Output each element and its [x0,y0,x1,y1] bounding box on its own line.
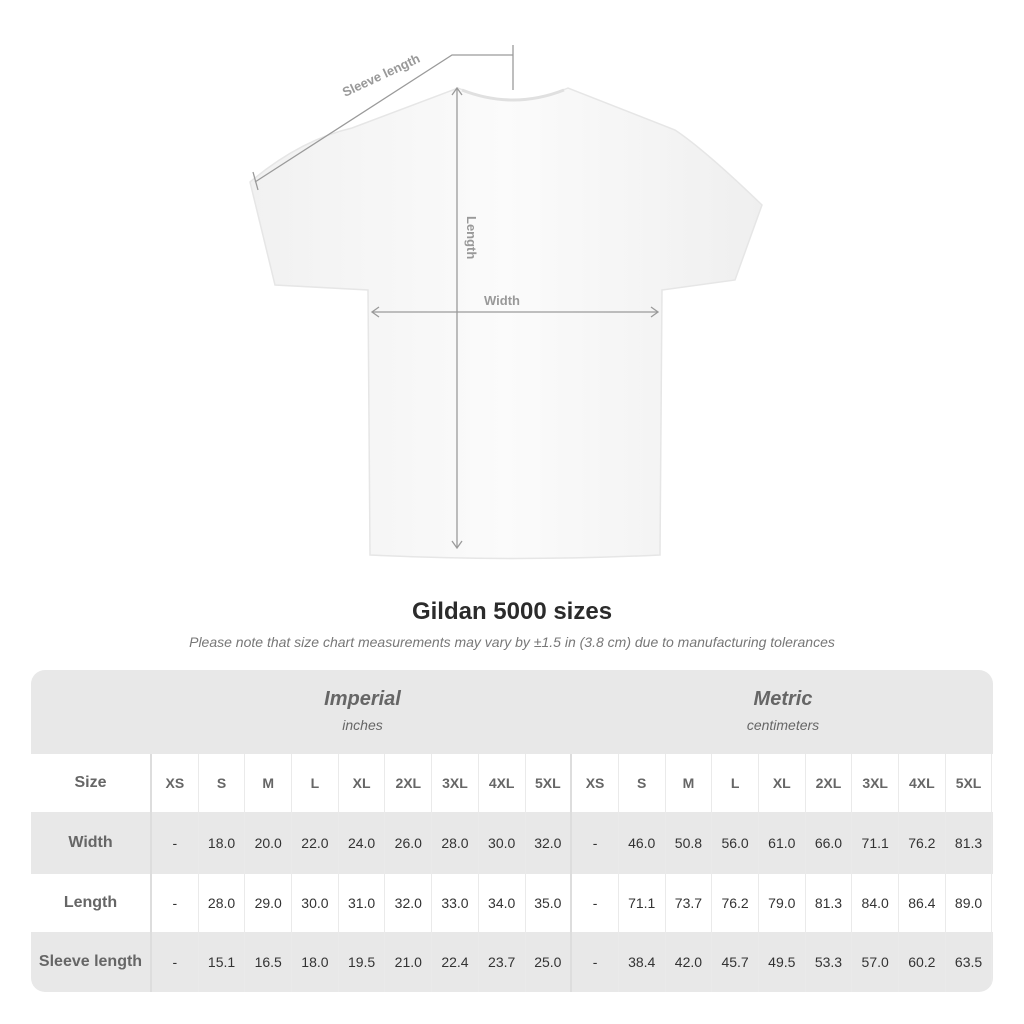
metric-cell: 71.1 [619,874,666,932]
size-header-metric: XL [759,754,806,812]
size-header-metric: 2XL [806,754,853,812]
metric-cell: - [572,812,619,874]
size-header-metric: 4XL [899,754,946,812]
sleeve-length-label: Sleeve length [340,51,422,100]
imperial-cell: 24.0 [339,812,386,874]
imperial-cell: 15.1 [199,932,246,992]
imperial-cell: 34.0 [479,874,526,932]
table-row: Width -18.0 20.0 22.0 24.0 26.0 28.0 30.0 32.0-4… [31,812,993,874]
metric-cell: 50.8 [666,812,713,874]
size-header-imperial: 4XL [479,754,526,812]
size-header-row: Size XS S M L XL 2XL 3XL 4XL 5XL XS S M L XL 2XL 3XL 4XL 5… [31,754,993,812]
imperial-cell: 16.5 [245,932,293,992]
imperial-cell: 33.0 [432,874,479,932]
metric-cell: 81.3 [806,874,853,932]
metric-cell: 66.0 [806,812,853,874]
size-header-metric: XS [572,754,619,812]
imperial-cell: 21.0 [385,932,433,992]
metric-cell: 38.4 [619,932,666,992]
size-header-imperial: 5XL [526,754,573,812]
imperial-group: Imperial inches [152,688,573,733]
table-row: Length -28.0 29.0 30.0 31.0 32.0 33.0 34.0 35.0-… [31,874,993,932]
table-row: Sleeve length -15.1 16.5 18.0 19.5 21.0 22.4 23… [31,932,993,992]
metric-cell: 73.7 [666,874,713,932]
metric-cell: 84.0 [852,874,899,932]
row-label: Length [31,874,152,932]
metric-cell: - [572,932,619,992]
metric-cell: 86.4 [899,874,946,932]
tshirt-shape [249,87,763,560]
imperial-cell: 31.0 [339,874,386,932]
imperial-cell: 25.0 [526,932,573,992]
size-header-imperial: XS [152,754,199,812]
size-header-metric: 5XL [946,754,993,812]
metric-cell: 42.0 [666,932,713,992]
metric-cell: 63.5 [946,932,993,992]
metric-group: Metric centimeters [573,688,993,733]
metric-cell: - [572,874,619,932]
size-header-imperial: 2XL [385,754,433,812]
imperial-cell: 22.4 [432,932,479,992]
metric-cell: 53.3 [806,932,853,992]
imperial-cell: 30.0 [292,874,339,932]
tolerance-note: Please note that size chart measurements… [189,634,835,650]
metric-cell: 60.2 [899,932,946,992]
length-label: Length [464,216,479,259]
imperial-cell: 18.0 [292,932,339,992]
imperial-cell: 23.7 [479,932,526,992]
size-header-imperial: S [199,754,246,812]
size-header-metric: 3XL [852,754,899,812]
metric-cell: 76.2 [712,874,759,932]
size-header-imperial: XL [339,754,386,812]
imperial-cell: 30.0 [479,812,526,874]
metric-cell: 56.0 [712,812,759,874]
size-table: Imperial inches Metric centimeters Size X… [31,670,993,992]
size-header-metric: S [619,754,666,812]
imperial-cell: 22.0 [292,812,339,874]
imperial-cell: 19.5 [339,932,386,992]
metric-cell: 89.0 [946,874,993,932]
size-header-imperial: L [292,754,339,812]
imperial-cell: - [152,932,199,992]
tshirt-diagram: Sleeve length Length Width [249,45,763,560]
row-label: Sleeve length [31,932,152,992]
table-header: Imperial inches Metric centimeters [31,670,993,754]
metric-cell: 61.0 [759,812,806,874]
size-header-metric: M [666,754,713,812]
chart-title: Gildan 5000 sizes [411,598,613,625]
metric-cell: 71.1 [852,812,899,874]
imperial-cell: 29.0 [245,874,293,932]
metric-title: Metric [753,688,813,710]
metric-cell: 49.5 [759,932,806,992]
imperial-cell: 28.0 [199,874,246,932]
imperial-cell: 28.0 [432,812,479,874]
width-label: Width [484,293,520,308]
metric-cell: 45.7 [712,932,759,992]
metric-cell: 46.0 [619,812,666,874]
imperial-cell: 18.0 [199,812,246,874]
metric-unit: centimeters [746,717,820,733]
imperial-cell: 26.0 [385,812,433,874]
metric-cell: 57.0 [852,932,899,992]
metric-cell: 81.3 [946,812,993,874]
sleeve-measure-line [254,54,513,183]
imperial-cell: 20.0 [245,812,293,874]
metric-cell: 76.2 [899,812,946,874]
imperial-cell: - [152,874,199,932]
imperial-cell: 32.0 [526,812,573,874]
size-header-imperial: 3XL [432,754,479,812]
imperial-cell: 32.0 [385,874,433,932]
imperial-cell: 35.0 [526,874,573,932]
imperial-unit: inches [342,717,383,733]
size-header-label: Size [31,754,152,812]
imperial-cell: - [152,812,199,874]
metric-cell: 79.0 [759,874,806,932]
size-header-imperial: M [245,754,293,812]
row-label: Width [31,812,152,874]
imperial-title: Imperial [324,688,401,710]
size-header-metric: L [712,754,759,812]
